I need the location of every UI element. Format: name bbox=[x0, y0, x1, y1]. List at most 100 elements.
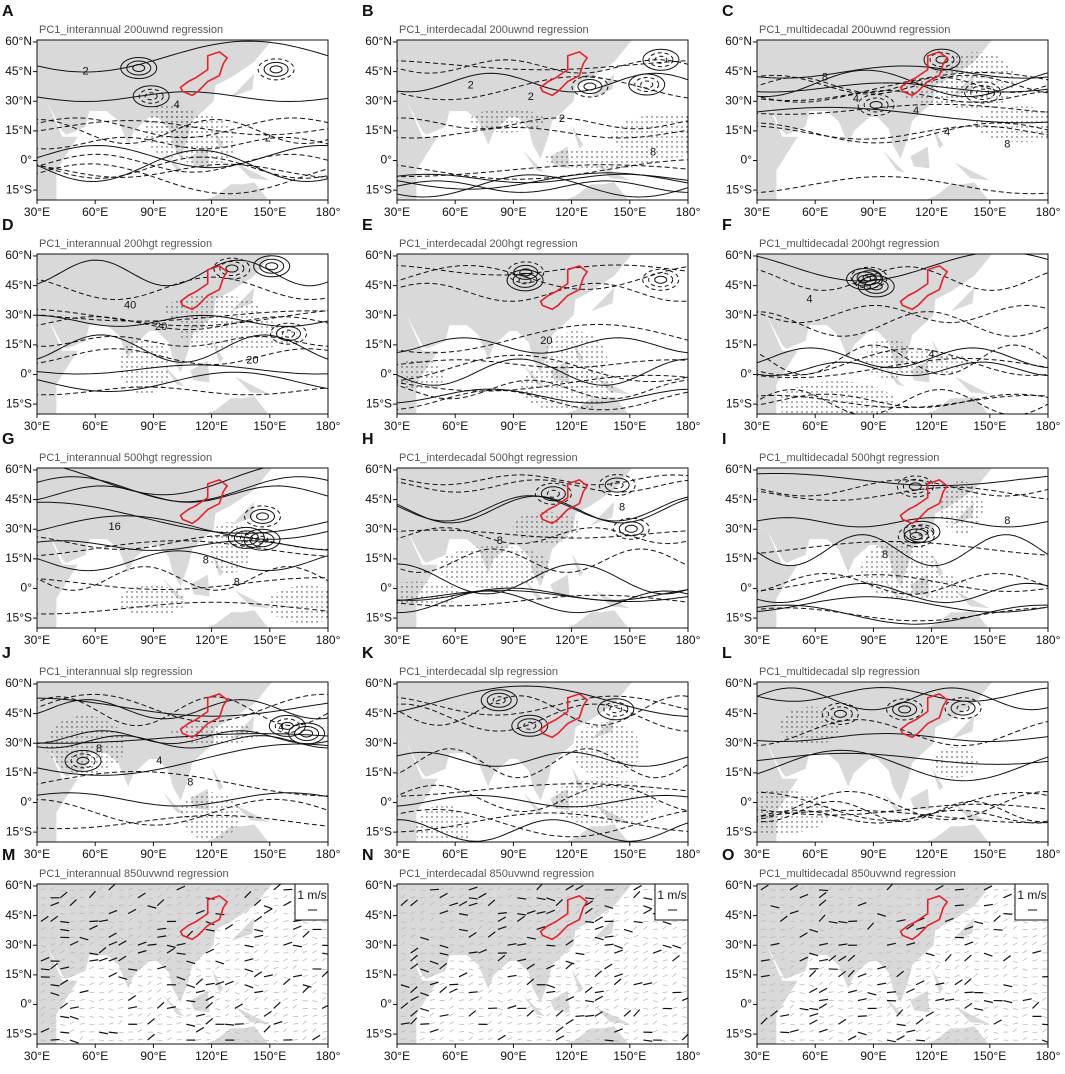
land bbox=[235, 376, 270, 394]
wind-vector bbox=[322, 1031, 327, 1032]
contour-label: 4 bbox=[913, 105, 919, 117]
wind-vector bbox=[128, 996, 136, 1001]
wind-vector bbox=[1032, 1032, 1037, 1033]
wind-vector bbox=[430, 999, 435, 1000]
wind-vector bbox=[585, 1001, 594, 1002]
wind-vector bbox=[672, 945, 680, 948]
x-tick-label: 60°E bbox=[802, 419, 828, 433]
wind-vector bbox=[634, 993, 639, 994]
wind-vector bbox=[994, 1032, 999, 1033]
wind-vector bbox=[459, 961, 464, 962]
wind-vector bbox=[80, 1023, 85, 1024]
wind-vector bbox=[264, 966, 268, 969]
wind-vector bbox=[303, 969, 308, 970]
wind-vector bbox=[800, 974, 804, 977]
wind-vector bbox=[118, 999, 123, 1001]
y-tick-label: 15°S bbox=[366, 1026, 392, 1040]
wind-vector bbox=[682, 961, 687, 962]
wind-vector bbox=[196, 1027, 204, 1032]
wind-vector bbox=[469, 1037, 473, 1040]
wind-vector bbox=[994, 1006, 998, 1008]
wind-vector bbox=[264, 950, 268, 953]
wind-vector bbox=[829, 992, 834, 993]
wind-vector bbox=[974, 961, 979, 962]
wind-vector bbox=[264, 1040, 269, 1041]
wind-vector bbox=[469, 1008, 474, 1009]
wind-vector bbox=[945, 1008, 950, 1009]
wind-vector bbox=[624, 957, 627, 961]
wind-vector bbox=[868, 985, 873, 986]
stipple bbox=[573, 722, 641, 777]
y-tick-label: 45°N bbox=[365, 278, 392, 292]
wind-vector bbox=[1032, 942, 1036, 945]
wind-vector bbox=[916, 975, 921, 976]
wind-vector bbox=[848, 1015, 853, 1016]
y-tick-label: 60°N bbox=[5, 878, 32, 892]
wind-vector bbox=[877, 1029, 881, 1032]
wind-vector bbox=[1042, 985, 1047, 986]
wind-vector bbox=[984, 1016, 989, 1017]
wind-vector bbox=[634, 1037, 638, 1040]
wind-vector bbox=[157, 1040, 162, 1041]
land bbox=[212, 767, 224, 791]
wind-vector bbox=[819, 999, 828, 1000]
wind-vector bbox=[605, 1021, 609, 1024]
wind-vector bbox=[478, 990, 482, 993]
wind-vector bbox=[449, 989, 457, 993]
wind-vector bbox=[858, 1037, 862, 1040]
wind-vector bbox=[498, 1013, 502, 1016]
x-tick-label: 150°E bbox=[253, 847, 286, 861]
wind-vector bbox=[1013, 967, 1018, 969]
panel-letter: G bbox=[2, 431, 14, 448]
y-tick-label: 15°S bbox=[726, 182, 752, 196]
x-tick-label: 60°E bbox=[802, 633, 828, 647]
contour-ring bbox=[584, 83, 596, 90]
wind-vector bbox=[643, 999, 648, 1001]
wind-vector bbox=[809, 1020, 817, 1024]
y-tick-label: 15°N bbox=[365, 551, 392, 565]
panel-title: PC1_multidecadal 200hgt regression bbox=[759, 238, 939, 250]
wind-vector bbox=[449, 977, 454, 978]
x-tick-label: 30°E bbox=[384, 1049, 410, 1063]
wind-vector bbox=[653, 966, 657, 969]
wind-vector bbox=[274, 905, 279, 906]
wind-vector bbox=[643, 991, 648, 992]
wind-vector bbox=[254, 912, 259, 913]
wind-vector bbox=[819, 967, 824, 969]
wind-vector bbox=[546, 1029, 550, 1032]
wind-vector bbox=[109, 1000, 114, 1001]
wind-vector bbox=[293, 926, 301, 929]
contour-ring bbox=[270, 66, 282, 73]
y-tick-label: 45°N bbox=[365, 64, 392, 78]
wind-vector bbox=[595, 983, 600, 985]
wind-vector bbox=[634, 1008, 639, 1009]
wind-vector bbox=[926, 1030, 930, 1032]
y-tick-label: 0° bbox=[741, 581, 753, 595]
x-tick-label: 180° bbox=[1036, 419, 1061, 433]
x-tick-label: 150°E bbox=[973, 419, 1006, 433]
wind-vector bbox=[672, 955, 679, 961]
wind-vector bbox=[264, 909, 272, 914]
wind-vector bbox=[312, 1015, 317, 1016]
wind-vector bbox=[283, 921, 288, 922]
wind-vector bbox=[877, 997, 881, 1001]
wind-vector bbox=[109, 973, 117, 977]
x-tick-label: 120°E bbox=[915, 847, 948, 861]
x-tick-label: 180° bbox=[316, 633, 341, 647]
wind-vector bbox=[858, 1016, 867, 1017]
wind-vector bbox=[945, 982, 949, 985]
wind-vector bbox=[624, 975, 629, 976]
wind-vector bbox=[994, 911, 998, 913]
wind-vector bbox=[1042, 1029, 1046, 1032]
y-tick-label: 60°N bbox=[5, 462, 32, 476]
x-tick-label: 180° bbox=[1036, 205, 1061, 219]
wind-vector bbox=[605, 944, 614, 945]
wind-vector bbox=[312, 1008, 317, 1009]
wind-vector bbox=[605, 1008, 610, 1010]
wind-vector bbox=[605, 975, 610, 977]
wind-vector bbox=[138, 1039, 143, 1040]
wind-vector bbox=[1003, 904, 1008, 906]
wind-vector bbox=[478, 1031, 483, 1032]
